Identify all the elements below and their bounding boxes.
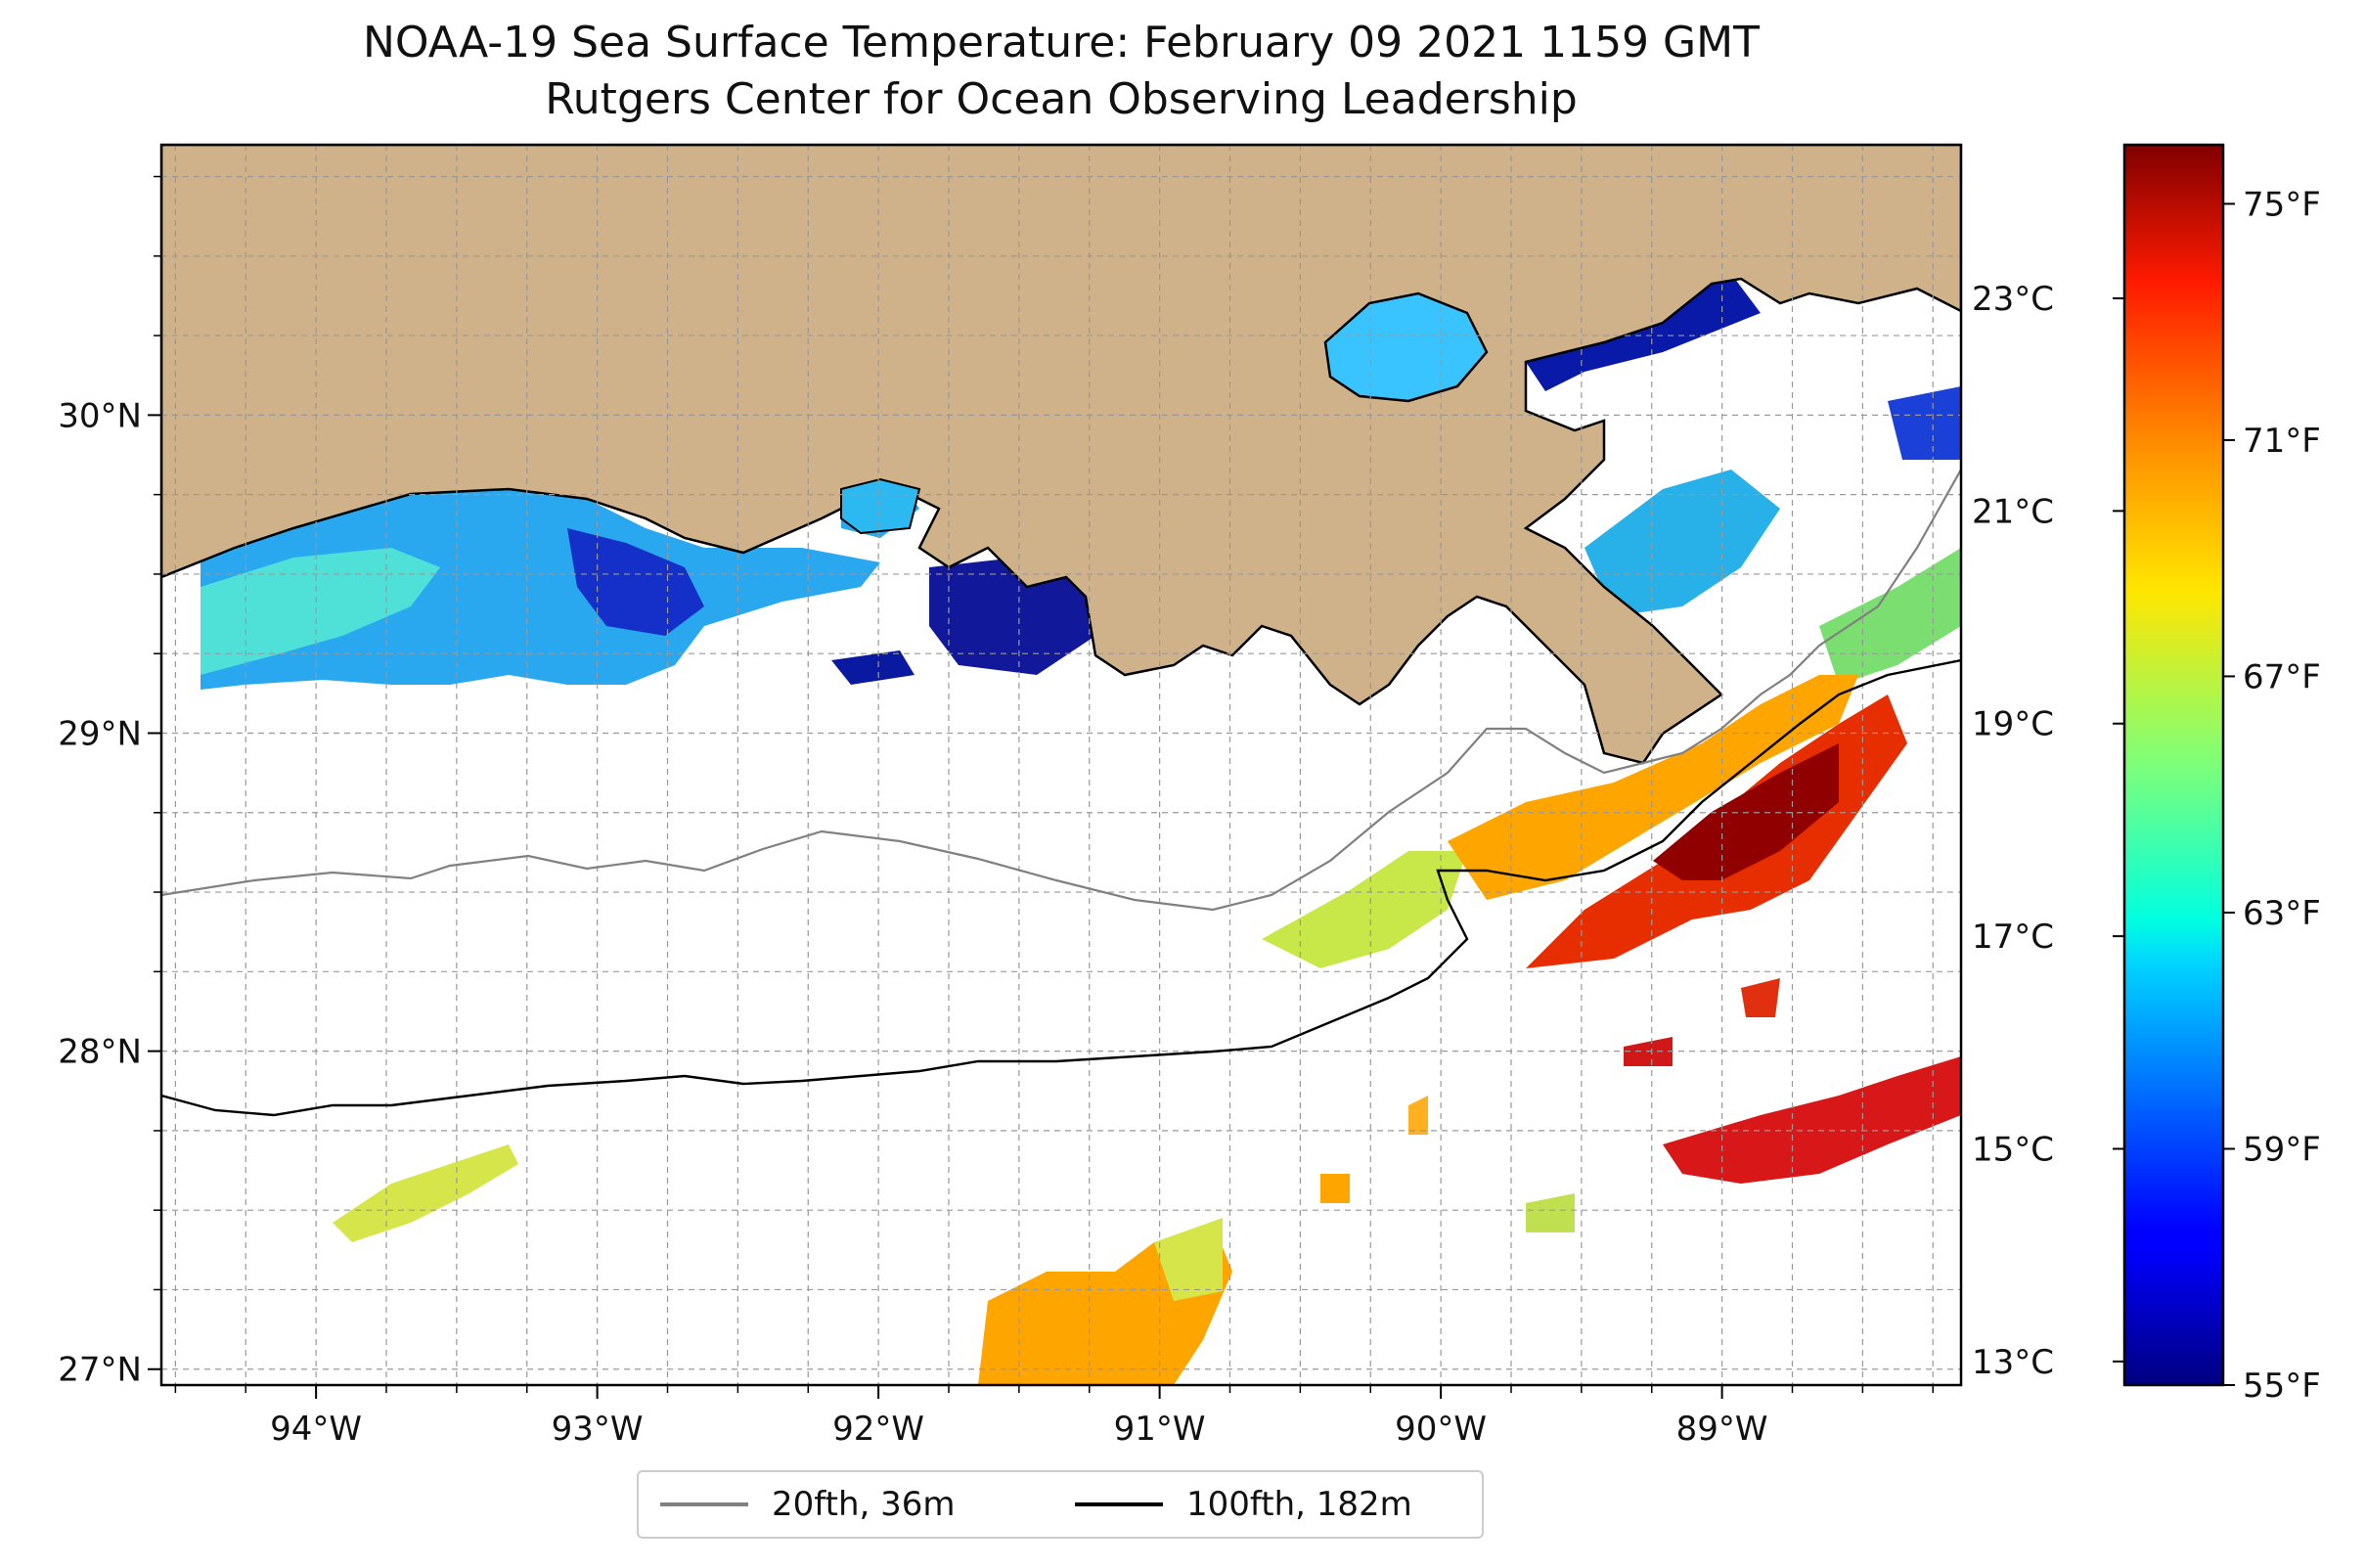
x-tick-label: 92°W	[832, 1410, 924, 1449]
sst-patch-small-dark	[831, 650, 915, 685]
x-tick-label: 93°W	[552, 1410, 644, 1449]
y-tick-label: 28°N	[58, 1033, 142, 1072]
sst-patch-ne-edge	[1888, 386, 1961, 460]
colorbar-f-label: 63°F	[2243, 894, 2321, 933]
chart-subtitle: Rutgers Center for Ocean Observing Leade…	[545, 74, 1578, 124]
colorbar-celsius-ticks: 13°C 15°C 17°C 19°C 21°C 23°C	[1972, 280, 2124, 1382]
colorbar-c-label: 23°C	[1972, 280, 2054, 319]
sst-patch-bay2	[929, 558, 1095, 675]
x-tick-label: 91°W	[1114, 1410, 1206, 1449]
y-tick-label: 30°N	[58, 396, 142, 435]
colorbar-gradient	[2122, 143, 2225, 1387]
colorbar-fahrenheit-ticks: 55°F 59°F 63°F 67°F 71°F 75°F	[2223, 185, 2321, 1406]
y-tick-label: 29°N	[58, 714, 142, 753]
colorbar-c-label: 15°C	[1972, 1130, 2054, 1169]
sst-patches	[201, 274, 1961, 1385]
map-grid	[161, 145, 1961, 1385]
sst-patch-ne-green	[1819, 548, 1961, 685]
x-tick-label: 94°W	[270, 1410, 362, 1449]
colorbar-c-label: 13°C	[1972, 1343, 2054, 1382]
colorbar: 55°F 59°F 63°F 67°F 71°F 75°F 13°C 15°C 17°C 19°…	[1972, 143, 2321, 1406]
sst-patch-sw-yellow	[333, 1144, 518, 1242]
colorbar-f-label: 71°F	[2243, 422, 2321, 461]
colorbar-f-label: 55°F	[2243, 1366, 2321, 1406]
colorbar-c-label: 21°C	[1972, 492, 2054, 531]
legend-line-black	[1075, 1502, 1163, 1506]
legend-item-100fth: 100fth, 182m	[1075, 1472, 1412, 1537]
colorbar-f-label: 67°F	[2243, 657, 2321, 696]
chart-title: NOAA-19 Sea Surface Temperature: Februar…	[363, 18, 1760, 67]
x-tick-label: 89°W	[1676, 1410, 1768, 1449]
sst-patch-west-cyan	[201, 548, 440, 675]
sst-patch-small-yellow	[1526, 1193, 1575, 1232]
colorbar-c-label: 17°C	[1972, 918, 2054, 957]
sst-patch-small-orange-1	[1408, 1096, 1428, 1135]
lake-bay	[840, 477, 921, 535]
sst-patch-far-east	[1663, 1056, 1961, 1184]
map-area	[161, 145, 1961, 1385]
sst-patch-small-orange-2	[1320, 1174, 1350, 1203]
legend-label-100fth: 100fth, 182m	[1186, 1485, 1412, 1524]
isobath-legend: 20fth, 36m 100fth, 182m	[637, 1470, 1484, 1539]
sst-patch-warm-darkest	[1653, 743, 1839, 880]
map-frame	[159, 143, 1963, 1387]
y-tick-label: 27°N	[58, 1351, 142, 1390]
x-tick-label: 90°W	[1395, 1410, 1487, 1449]
sst-patch-west-dark	[567, 528, 704, 636]
y-axis-ticks: 27°N 28°N 29°N 30°N	[58, 175, 161, 1390]
sst-patch-shelf-orange	[1448, 675, 1858, 900]
isobath-100fth	[161, 658, 1961, 1117]
sst-patch-shelf-yellow	[1262, 851, 1467, 968]
colorbar-f-label: 59°F	[2243, 1130, 2321, 1169]
x-axis-ticks: 94°W 93°W 92°W 91°W 90°W 89°W	[174, 1385, 1934, 1449]
legend-line-gray	[660, 1502, 748, 1506]
sst-patch-west-nearshore	[201, 489, 880, 690]
lake-pontchartrain	[1323, 291, 1489, 403]
sst-patch-ne-mix	[1584, 470, 1780, 616]
colorbar-c-label: 19°C	[1972, 705, 2054, 744]
legend-label-20fth: 20fth, 36m	[772, 1485, 956, 1524]
legend-item-20fth: 20fth, 36m	[660, 1472, 956, 1537]
sst-patch-ne-dark	[1526, 274, 1761, 391]
isobath-20fth	[161, 469, 1961, 912]
sst-patch-small-red-2	[1741, 978, 1780, 1017]
colorbar-f-label: 75°F	[2243, 185, 2321, 224]
sst-patch-south-yellow	[1154, 1218, 1223, 1301]
